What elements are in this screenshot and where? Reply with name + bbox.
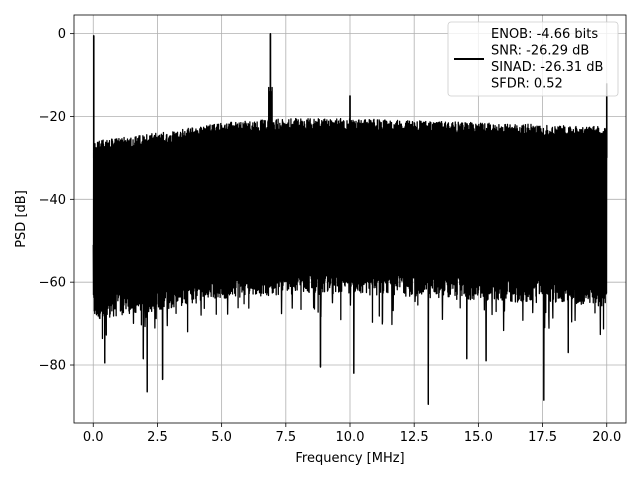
psd-series-line xyxy=(92,32,608,406)
legend: ENOB: -4.66 bits SNR: -26.29 dB SINAD: -… xyxy=(447,21,619,97)
y-tick-label: −40 xyxy=(39,193,66,208)
y-tick-label: −60 xyxy=(39,276,66,291)
x-tick-label: 15.0 xyxy=(464,430,493,445)
x-tick-label: 7.5 xyxy=(275,430,296,445)
x-tick-label: 2.5 xyxy=(147,430,168,445)
axis-ticks: 0.0 2.5 5.0 7.5 10.0 12.5 15.0 17.5 20.0 0 −20 −40 −… xyxy=(39,27,622,445)
legend-entry-sinad: SINAD: -26.31 dB xyxy=(491,60,603,75)
x-axis-label: Frequency [MHz] xyxy=(295,451,404,466)
y-axis-label: PSD [dB] xyxy=(14,190,29,248)
x-tick-label: 10.0 xyxy=(336,430,365,445)
y-tick-label: −80 xyxy=(39,359,66,374)
y-tick-label: 0 xyxy=(58,27,66,42)
x-tick-label: 0.0 xyxy=(83,430,104,445)
x-tick-label: 17.5 xyxy=(528,430,557,445)
x-tick-label: 20.0 xyxy=(592,430,621,445)
legend-box xyxy=(447,21,619,97)
legend-entry-snr: SNR: -26.29 dB xyxy=(491,44,589,59)
x-tick-label: 5.0 xyxy=(211,430,232,445)
legend-entry-sfdr: SFDR: 0.52 xyxy=(491,77,563,92)
y-tick-label: −20 xyxy=(39,110,66,125)
legend-entry-enob: ENOB: -4.66 bits xyxy=(491,27,598,42)
x-tick-label: 12.5 xyxy=(400,430,429,445)
